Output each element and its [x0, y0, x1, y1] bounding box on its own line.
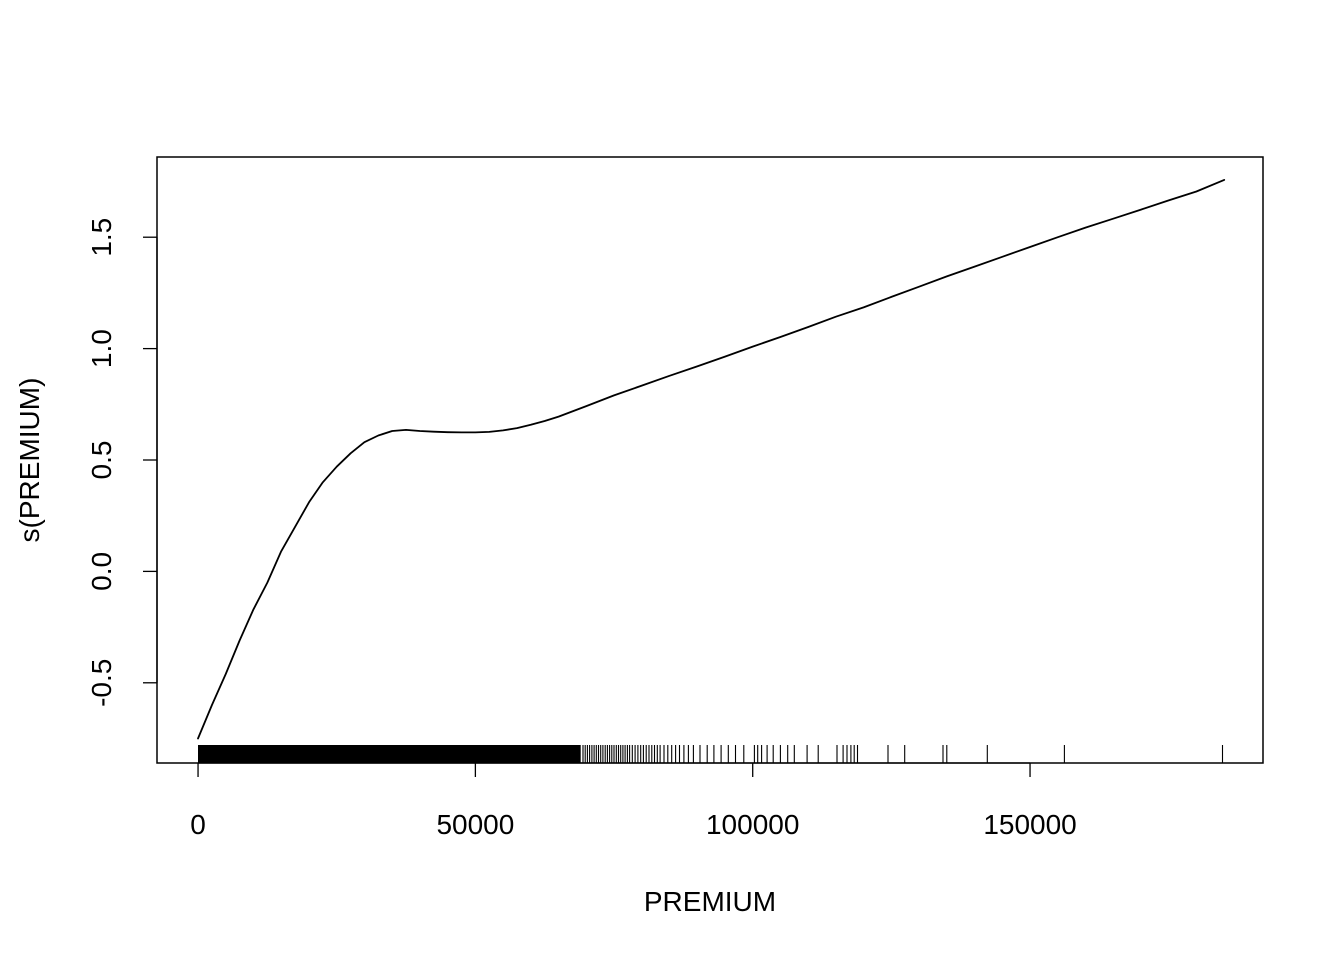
x-tick-label: 100000	[706, 809, 799, 840]
x-tick-label: 50000	[436, 809, 514, 840]
rug-marks	[198, 745, 1224, 763]
y-axis-label: s(PREMIUM)	[14, 378, 45, 543]
y-tick-label: -0.5	[86, 659, 117, 707]
y-axis: -0.5 0.0 0.5 1.0 1.5	[86, 218, 158, 707]
x-tick-label: 150000	[983, 809, 1076, 840]
y-tick-label: 0.0	[86, 552, 117, 591]
x-tick-label: 0	[190, 809, 206, 840]
x-axis: 0 50000 100000 150000	[190, 762, 1077, 840]
plot-frame	[156, 156, 1264, 764]
y-tick-label: 1.5	[86, 218, 117, 257]
y-tick-label: 1.0	[86, 329, 117, 368]
y-tick-label: 0.5	[86, 441, 117, 480]
rug-dense-block	[198, 745, 581, 763]
x-axis-label: PREMIUM	[644, 886, 776, 917]
smooth-line	[197, 179, 1226, 740]
